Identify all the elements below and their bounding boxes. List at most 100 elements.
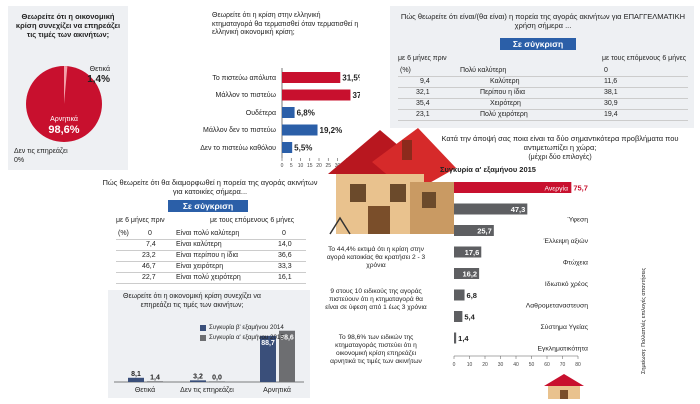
stat-1: Το 44,4% εκτιμά ότι η κρίση στην αγορά κ… [324, 246, 428, 270]
tick-label-6: 30 [335, 163, 341, 168]
table-row: 9,4 Καλύτερη 11,6 [398, 77, 688, 88]
professional-table: (%) Πολύ καλύτερη 0 9,4 Καλύτερη 11,6 32… [398, 66, 688, 126]
problems-bar-chart: 75,7 Ανεργία 47,3 Ύφεση 25,7 Έλλειψη αξιών 17,… [453, 182, 589, 368]
table-row: 7,4 Είναι καλύτερη 14,0 [116, 240, 306, 251]
category-label-2: Έλλειψη αξιών [543, 237, 589, 245]
bar-label-2: 25,7 [477, 227, 492, 236]
bar-g0-s1 [147, 381, 163, 382]
tick-label-0: 0 [453, 362, 456, 368]
tick-label-4: 40 [513, 362, 519, 368]
professional-col-left: με 6 μήνες πριν [398, 55, 447, 62]
category-label-1: Ύφεση [567, 217, 588, 224]
professional-panel [390, 6, 694, 128]
tick-label-5: 50 [529, 362, 535, 368]
residential-badge: Σε σύγκριση [168, 200, 248, 212]
bar-label-4: 5,5% [294, 144, 312, 153]
table-row: 23,2 Είναι περίπου η ίδια 36,6 [116, 251, 306, 262]
bar-label-3: 17,6 [465, 248, 480, 257]
end-crisis-title: Θεωρείτε ότι η κρίση στην ελληνική κτημα… [212, 12, 359, 36]
stat-3-text: Το 98,6% των ειδικών της κτηματαγοράς πι… [330, 334, 422, 365]
bar-label-0: 75,7 [573, 184, 588, 193]
pie-value-negative: 98,6% [48, 124, 80, 136]
end-crisis-cat-1: Μάλλον το πιστεύω [215, 92, 277, 99]
stat-2: 9 στους 10 ειδικούς της αγοράς πιστεύουν… [324, 288, 428, 312]
residential-table: (%) 0 Είναι πολύ καλύτερη 0 7,4 Είναι κα… [116, 229, 306, 289]
tick-label-7: 70 [560, 362, 566, 368]
bar-label-g1-s1: 0,0 [212, 374, 222, 381]
grouped-bar-chart: 8,1 1,4 Θετικά 3,2 0,0 Δεν τις επηρεάζει 88,7 9… [114, 330, 304, 394]
tick-label-8: 80 [575, 362, 581, 368]
bar-g0-s0 [128, 377, 144, 382]
bar-7 [454, 332, 457, 344]
bar-5 [454, 289, 465, 301]
bar-label-1: 37,0% [352, 91, 360, 100]
tick-label-4: 20 [316, 163, 322, 168]
bar-label-g2-s1: 98,6 [280, 335, 294, 342]
bar-label-5: 6,8 [467, 291, 477, 300]
professional-badge: Σε σύγκριση [500, 38, 576, 50]
end-crisis-cat-2: Ουδέτερα [245, 110, 276, 117]
category-label-7: Εγκληματικότητα [537, 345, 588, 353]
tick-label-2: 10 [298, 163, 304, 168]
bar-g1-s0 [190, 380, 206, 382]
bar-0 [282, 72, 341, 83]
legend-swatch-2014 [200, 325, 206, 331]
category-label-1: Δεν τις επηρεάζει [180, 386, 234, 394]
category-label-4: Ιδιωτικό χρέος [545, 280, 589, 288]
bar-3 [282, 124, 318, 136]
tick-label-3: 15 [307, 163, 313, 168]
bar-1 [454, 203, 528, 215]
tick-label-5: 25 [325, 163, 331, 168]
category-label-0: Ανεργία [544, 185, 568, 193]
grouped-title: Θεωρείτε ότι η οικονομική κρίση συνεχίζε… [123, 293, 261, 309]
bar-3 [454, 246, 482, 258]
table-row: 22,7 Είναι πολύ χειρότερη 16,1 [116, 273, 306, 284]
table-row: 23,1 Πολύ χειρότερη 19,4 [398, 110, 688, 121]
bar-label-7: 1,4 [458, 334, 469, 343]
tick-label-1: 5 [290, 163, 293, 168]
pie-chart [26, 66, 102, 142]
pie-question: Θεωρείτε ότι η οικονομική κρίση συνεχίζε… [15, 12, 121, 39]
table-row: 32,1 Περίπου η ίδια 38,1 [398, 88, 688, 99]
problems-question: Κατά την άποψή σας ποια είναι τα δύο σημ… [441, 134, 679, 152]
category-label-3: Φτώχεια [563, 259, 588, 267]
table-row: (%) Πολύ καλύτερη 0 [398, 66, 688, 77]
category-label-2: Αρνητικά [263, 386, 291, 394]
table-row: 35,4 Χειρότερη 30,9 [398, 99, 688, 110]
end-crisis-cat-3: Μάλλον δεν το πιστεύω [203, 127, 276, 134]
house-illustration [328, 128, 456, 235]
pie-value-none: 0% [14, 157, 25, 164]
bar-label-6: 5,4 [464, 313, 475, 322]
bar-2 [454, 225, 494, 236]
pie-slice-positive [64, 66, 68, 104]
tick-label-6: 60 [544, 362, 550, 368]
problems-source: Σημείωση: Πολλαπλές επιλογές απαντήσεις [641, 267, 647, 374]
stat-3: Το 98,6% των ειδικών της κτηματαγοράς πι… [324, 334, 428, 366]
end-crisis-cat-0: Το πιστεύω απόλυτα [212, 75, 276, 82]
bar-0 [454, 182, 572, 193]
pie-label-none: Δεν τις επηρεάζει [14, 148, 68, 155]
small-house-icon [544, 374, 584, 399]
bar-label-g0-s0: 8,1 [131, 371, 141, 378]
legend-swatch-2015 [200, 335, 206, 341]
bar-4 [282, 142, 293, 153]
category-label-0: Θετικά [135, 386, 155, 394]
stat-1-text: Το 44,4% εκτιμά ότι η κρίση στην αγορά κ… [326, 246, 426, 269]
bar-2 [282, 107, 295, 118]
category-label-5: Λαθρομεταναστευση [526, 303, 589, 310]
legend-label-2015: Συγκυρία α' εξαμήνου 2015 [209, 334, 284, 341]
bar-label-g2-s0: 88,7 [261, 340, 275, 347]
pie-label-negative: Αρνητικά [50, 116, 78, 123]
tick-label-0: 0 [281, 163, 284, 168]
bar-1 [282, 89, 351, 101]
end-crisis-cat-4: Δεν το πιστεύω καθόλου [200, 145, 276, 152]
category-label-6: Σύστημα Υγείας [540, 323, 588, 331]
tick-label-1: 10 [467, 362, 473, 368]
bar-g2-s1 [279, 330, 295, 382]
residential-col-right: με τους επόμενους 6 μήνες [210, 217, 295, 224]
bar-label-g1-s0: 3,2 [193, 373, 203, 380]
bar-label-4: 16,2 [463, 270, 478, 279]
stat-2-text: 9 στους 10 ειδικούς της αγοράς πιστεύουν… [325, 288, 427, 311]
bar-6 [454, 311, 463, 322]
bar-label-0: 31,5% [342, 74, 360, 83]
